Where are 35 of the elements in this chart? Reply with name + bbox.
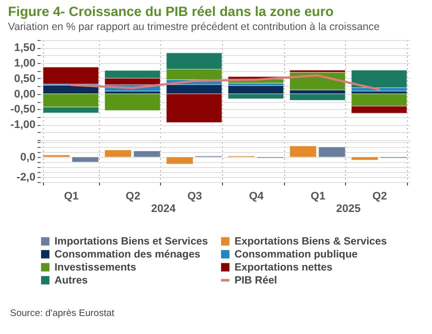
bar bbox=[104, 150, 132, 158]
x-tick-label: Q4 bbox=[248, 190, 265, 202]
y-tick-label: -2,0 bbox=[16, 172, 36, 184]
y-tick-label: 0,00 bbox=[14, 88, 36, 100]
line-series bbox=[70, 74, 380, 91]
x-tick-label: Q3 bbox=[187, 190, 202, 202]
y-tick-label: 0,50 bbox=[14, 72, 36, 85]
bar bbox=[133, 150, 161, 158]
legend-label: Exportations nettes bbox=[234, 261, 333, 274]
legend-label: Exportations Biens & Services bbox=[234, 235, 387, 248]
x-tick-label: Q2 bbox=[372, 190, 388, 202]
y-tick-label: 1,00 bbox=[14, 58, 36, 70]
x-tick-label: Q1 bbox=[310, 190, 326, 202]
text: 2025 bbox=[336, 203, 361, 215]
legend-label: Investissements bbox=[54, 261, 136, 274]
bar bbox=[351, 70, 408, 88]
bar bbox=[289, 146, 317, 158]
legend-label: PIB Réel bbox=[234, 274, 278, 286]
y-tick-label: 0,0 bbox=[20, 152, 36, 164]
bar bbox=[318, 146, 346, 158]
chart-title: Figure 4- Croissance du PIB réel dans la zone euro bbox=[7, 3, 335, 20]
text: 2024 bbox=[151, 203, 176, 215]
legend-label: Consommation des ménages bbox=[54, 248, 201, 260]
y-tick-label: -0,50 bbox=[10, 104, 36, 116]
x-tick-label: Q1 bbox=[64, 190, 79, 202]
y-tick-label: -1,00 bbox=[10, 119, 36, 132]
legend-label: Autres bbox=[54, 274, 88, 286]
bar bbox=[289, 94, 346, 101]
source-note: Source: d'après Eurostat bbox=[10, 308, 116, 319]
y-tick-label: 1,50 bbox=[14, 42, 36, 54]
bar bbox=[104, 94, 161, 111]
x-tick-label: Q2 bbox=[126, 190, 140, 202]
legend-label: Importations Biens et Services bbox=[54, 235, 208, 248]
chart-subtitle: Variation en % par rapport au trimestre précédent et contribution à la croissance bbox=[7, 20, 381, 33]
legend-label: Consommation publique bbox=[234, 248, 358, 260]
